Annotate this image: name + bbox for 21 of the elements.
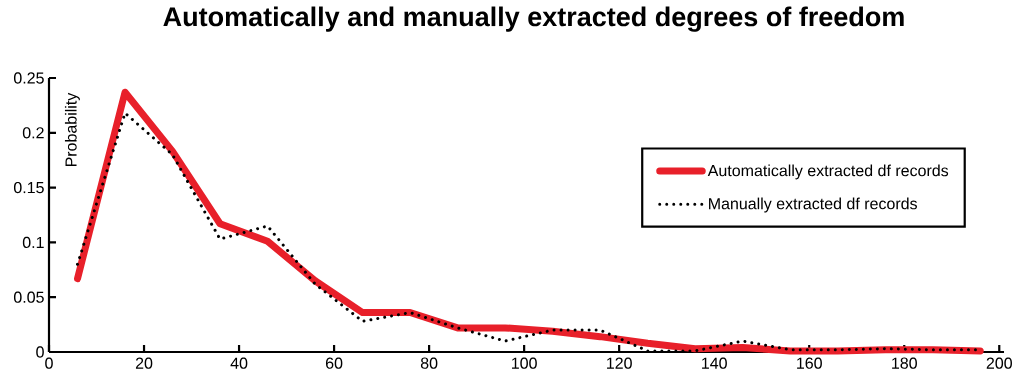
- y-tick-label: 0: [36, 346, 44, 358]
- y-tick-label: 0.05: [13, 291, 44, 303]
- x-tick-label: 100: [512, 357, 537, 369]
- x-tick-label: 200: [986, 357, 1012, 369]
- x-tick-label: 80: [420, 357, 438, 369]
- chart-title: Automatically and manually extracted degrees of freedom: [163, 6, 904, 32]
- x-tick-label: 20: [135, 357, 153, 369]
- legend-label: Manually extracted df records: [709, 197, 917, 213]
- y-tick-label: 0.25: [13, 72, 44, 84]
- x-tick-label: 180: [892, 357, 917, 369]
- legend-label: Automatically extracted df records: [707, 164, 949, 180]
- y-tick-label: 0.2: [22, 127, 44, 139]
- x-tick-label: 140: [702, 357, 727, 369]
- x-tick-label: 0: [45, 357, 53, 369]
- x-tick-label: 120: [607, 357, 632, 369]
- y-tick-label: 0.1: [22, 236, 44, 249]
- x-tick-label: 40: [230, 357, 248, 369]
- x-tick-label: 160: [797, 357, 822, 369]
- y-tick-label: 0.15: [13, 181, 44, 194]
- x-tick-label: 60: [326, 357, 343, 369]
- y-axis-title: Probability: [64, 92, 80, 167]
